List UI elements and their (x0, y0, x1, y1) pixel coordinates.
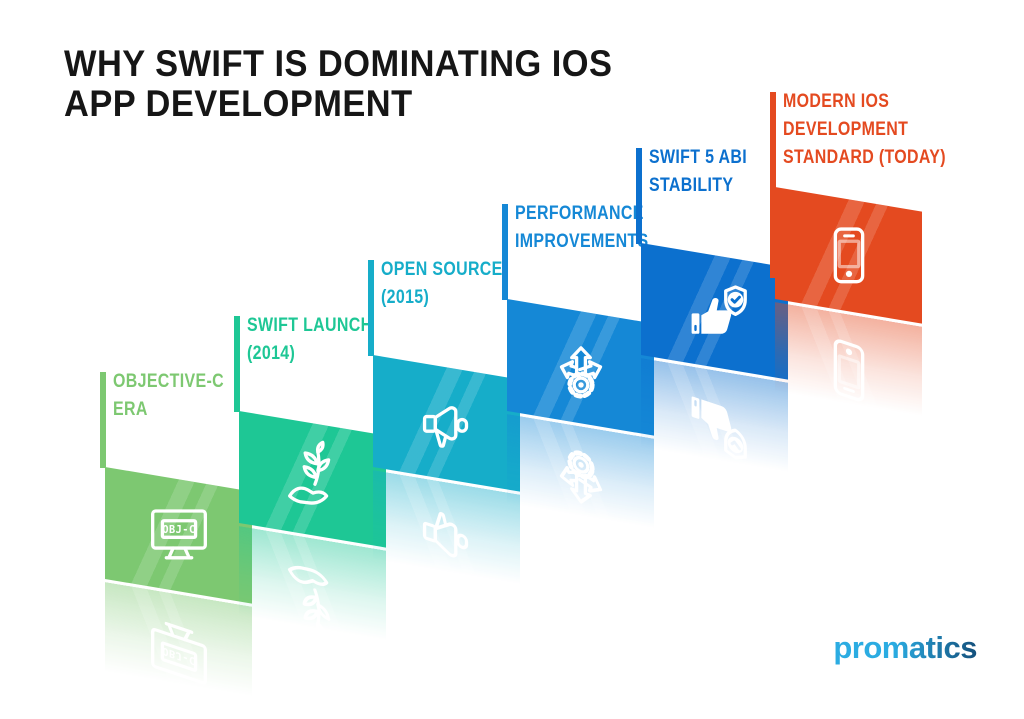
megaphone-icon (422, 406, 468, 448)
step-label: MODERN IOS DEVELOPMENT STANDARD (TODAY) (783, 91, 946, 168)
megaphone-icon-reflection (422, 511, 468, 558)
smartphone-icon (833, 227, 864, 284)
step-reflection: OBJ-C (105, 582, 252, 719)
step-label: OPEN SOURCE (2015) (381, 259, 503, 308)
step-reflection (641, 358, 788, 495)
gear-branch-arrows-icon (559, 346, 602, 399)
desktop-objc-icon-reflection: OBJ-C (150, 621, 207, 685)
step-reflection (775, 302, 922, 439)
step-block (239, 411, 386, 548)
step-block (775, 187, 922, 324)
step-reflection (239, 526, 386, 663)
step-block (373, 355, 520, 492)
step-reflection (507, 414, 654, 551)
hand-sprout-icon (287, 440, 330, 505)
thumbs-up-shield-icon (691, 285, 747, 334)
step-label: OBJECTIVE-C ERA (113, 371, 224, 420)
step-accent-bar (234, 316, 240, 412)
step-accent-bar (770, 92, 776, 278)
step-label: SWIFT LAUNCH (2014) (247, 315, 373, 364)
brand-logo: promatics (833, 630, 977, 665)
step-block: OBJ-C (105, 467, 252, 604)
page-title: WHY SWIFT IS DOMINATING IOS APP DEVELOPM… (64, 43, 613, 124)
step-accent-bar (636, 148, 642, 244)
step-accent-bar (368, 260, 374, 356)
thumbs-up-shield-icon-reflection (691, 396, 747, 460)
objc-icon-text: OBJ-C (162, 525, 195, 536)
step-accent-bar (100, 372, 106, 468)
gear-branch-arrows-icon-reflection (559, 450, 602, 504)
desktop-objc-icon: OBJ-C (150, 509, 207, 560)
step-label: SWIFT 5 ABI STABILITY (649, 147, 747, 196)
hand-sprout-icon-reflection (287, 565, 330, 637)
step-reflection (373, 470, 520, 607)
step-block (507, 299, 654, 436)
step-accent-bar (502, 204, 508, 300)
step-block (641, 243, 788, 380)
smartphone-icon-reflection (833, 339, 864, 402)
step-label: PERFORMANCE IMPROVEMENTS (515, 203, 649, 252)
infographic-canvas: { "title": "WHY SWIFT IS DOMINATING IOS\… (64, 43, 978, 719)
